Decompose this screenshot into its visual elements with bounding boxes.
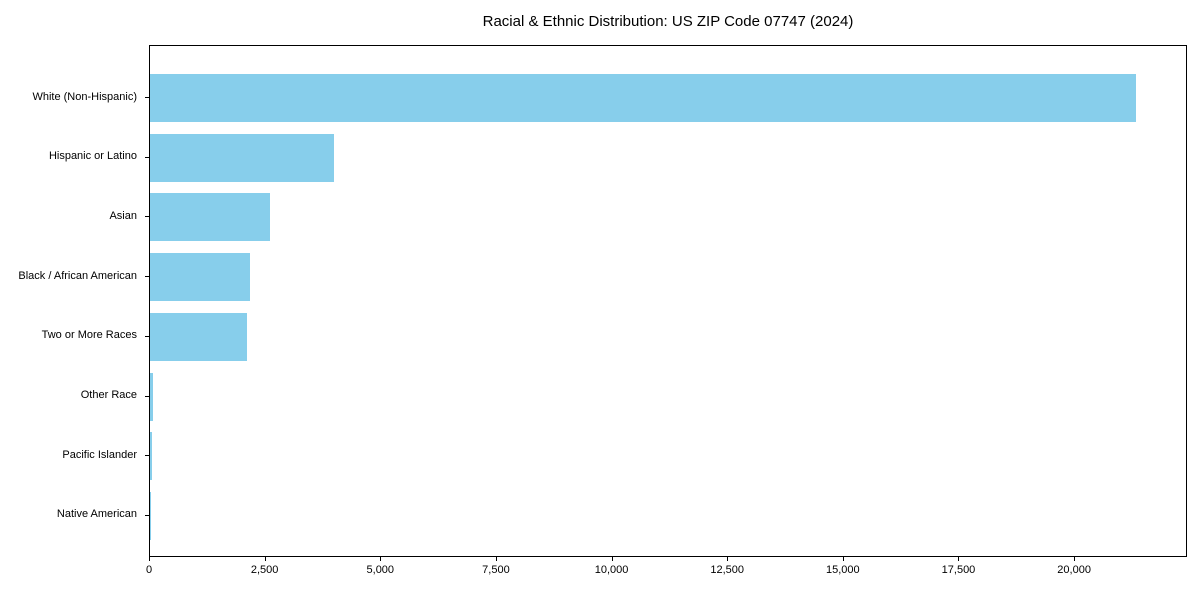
bar <box>150 432 152 481</box>
y-tick-mark <box>145 97 149 98</box>
bar <box>150 253 251 302</box>
x-tick-label: 12,500 <box>710 564 745 576</box>
x-tick-label: 15,000 <box>826 564 860 576</box>
y-tick-label: Pacific Islander <box>62 448 137 461</box>
plot-area <box>149 45 1187 557</box>
bar <box>150 372 154 421</box>
x-tick-mark <box>264 557 266 561</box>
x-tick-label: 0 <box>145 564 153 576</box>
y-tick-label: Native American <box>56 508 137 521</box>
x-tick-mark <box>958 557 960 561</box>
y-tick-mark <box>145 455 149 457</box>
x-tick-label: 10,000 <box>594 564 629 576</box>
x-tick-label: 17,500 <box>941 564 976 576</box>
x-tick-mark <box>380 557 382 561</box>
bar <box>150 312 248 361</box>
x-tick-mark <box>1074 557 1076 561</box>
x-tick-mark <box>149 557 150 561</box>
x-tick-mark <box>727 557 729 561</box>
x-tick-mark <box>611 557 613 561</box>
x-tick-label: 20,000 <box>1057 564 1091 576</box>
y-tick-mark <box>145 335 149 337</box>
y-tick-mark <box>145 395 149 397</box>
y-tick-mark <box>145 276 149 278</box>
y-tick-label: White (Non-Hispanic) <box>32 90 137 103</box>
bar <box>150 193 271 242</box>
x-tick-label: 2,500 <box>250 564 279 576</box>
chart-title: Racial & Ethnic Distribution: US ZIP Cod… <box>482 13 854 30</box>
y-tick-label: Two or More Races <box>41 329 137 342</box>
y-tick-mark <box>145 216 149 218</box>
x-tick-label: 7,500 <box>482 564 510 576</box>
y-tick-label: Other Race <box>80 389 137 401</box>
y-tick-mark <box>145 514 149 516</box>
bar <box>150 133 335 182</box>
y-tick-label: Black / African American <box>18 269 137 282</box>
x-tick-mark <box>495 557 497 561</box>
bar <box>150 74 1137 122</box>
y-tick-label: Hispanic or Latino <box>48 150 137 163</box>
y-tick-label: Asian <box>109 209 137 222</box>
y-tick-mark <box>145 156 149 158</box>
x-tick-mark <box>842 557 844 561</box>
x-tick-label: 5,000 <box>366 564 395 576</box>
